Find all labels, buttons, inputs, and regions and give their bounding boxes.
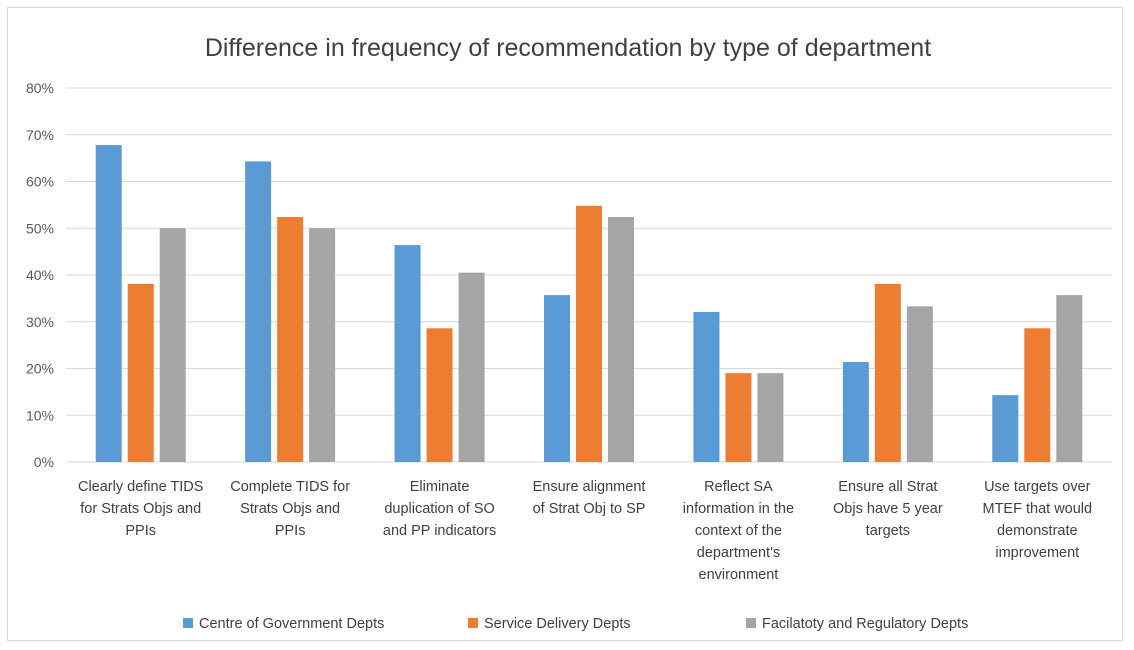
x-category-label-line: demonstrate xyxy=(997,523,1078,539)
y-axis-ticks: 0% 10% 20% 30% 40% 50% 60% 70% 80% xyxy=(26,80,54,470)
bar-3-5 xyxy=(757,373,784,462)
bar-1-2 xyxy=(245,161,272,462)
x-category-label-line: Ensure all Strat xyxy=(838,479,937,495)
bar-3-2 xyxy=(309,228,336,462)
y-tick-label: 20% xyxy=(26,361,54,377)
y-tick-label: 10% xyxy=(26,407,54,423)
x-category-label-line: Clearly define TIDS xyxy=(78,479,203,495)
x-category-label-line: information in the xyxy=(683,501,794,517)
x-category-label-line: PPIs xyxy=(275,523,306,539)
bar-1-1 xyxy=(95,145,122,462)
x-category-label-line: Ensure alignment xyxy=(533,479,646,495)
bar-1-4 xyxy=(544,295,570,462)
legend: Centre of Government Depts Service Delive… xyxy=(183,616,968,632)
bar-2-2 xyxy=(277,217,304,462)
y-tick-label: 50% xyxy=(26,220,54,236)
legend-label: Service Delivery Depts xyxy=(484,616,631,632)
legend-label: Facilatoty and Regulatory Depts xyxy=(762,616,968,632)
x-category-label-line: Reflect SA xyxy=(704,479,773,495)
bar-1-7 xyxy=(992,395,1019,462)
bar-2-1 xyxy=(127,283,154,462)
bar-3-4 xyxy=(608,217,634,462)
legend-swatch xyxy=(468,618,478,628)
x-category-label-line: improvement xyxy=(995,545,1079,561)
chart-title: Difference in frequency of recommendatio… xyxy=(205,34,931,62)
x-category-label-line: of Strat Obj to SP xyxy=(533,501,646,517)
x-category-label: Use targets over MTEF that would demonstra… xyxy=(982,479,1092,561)
x-category-label-line: context of the xyxy=(695,523,782,539)
x-category-label-line: MTEF that would xyxy=(982,501,1092,517)
legend-swatch xyxy=(746,618,756,628)
bar-chart: Difference in frequency of recommendatio… xyxy=(26,34,1112,632)
x-category-label-line: PPIs xyxy=(125,523,156,539)
legend-item: Facilatoty and Regulatory Depts xyxy=(746,616,968,632)
x-category-label-line: and PP indicators xyxy=(383,523,496,539)
y-tick-label: 30% xyxy=(26,314,54,330)
bar-2-5 xyxy=(725,373,752,462)
x-category-label-line: duplication of SO xyxy=(384,501,494,517)
bar-3-7 xyxy=(1056,295,1083,462)
y-tick-label: 80% xyxy=(26,80,54,96)
x-category-label-line: Complete TIDS for xyxy=(230,479,350,495)
x-category-label-line: Eliminate xyxy=(410,479,470,495)
y-tick-label: 0% xyxy=(34,454,54,470)
bar-1-5 xyxy=(693,311,720,462)
bar-2-4 xyxy=(576,205,602,462)
bar-3-6 xyxy=(906,306,933,462)
bar-2-3 xyxy=(426,328,453,462)
bar-3-3 xyxy=(458,272,485,462)
legend-swatch xyxy=(183,618,193,628)
y-tick-label: 70% xyxy=(26,127,54,143)
chart-frame: Difference in frequency of recommendatio… xyxy=(7,7,1123,641)
x-category-label: Reflect SA information in the context of t… xyxy=(683,479,794,583)
x-category-label-line: Strats Objs and xyxy=(240,501,340,517)
bar-2-6 xyxy=(874,283,901,462)
x-category-label-line: Use targets over xyxy=(984,479,1091,495)
x-category-label: Eliminate duplication of SO and PP indicat… xyxy=(383,479,496,539)
bar-1-3 xyxy=(394,245,421,462)
bar-2-7 xyxy=(1024,328,1051,462)
x-category-label: Complete TIDS for Strats Objs and PPIs xyxy=(230,479,350,539)
legend-label: Centre of Government Depts xyxy=(199,616,384,632)
x-category-label: Clearly define TIDS for Strats Objs and PP… xyxy=(78,479,203,539)
x-category-label-line: environment xyxy=(699,567,779,583)
x-category-label: Ensure all Strat Objs have 5 year targets xyxy=(833,479,943,539)
y-tick-label: 40% xyxy=(26,267,54,283)
legend-item: Centre of Government Depts xyxy=(183,616,384,632)
bar-1-6 xyxy=(842,361,869,462)
x-category-label-line: for Strats Objs and xyxy=(80,501,201,517)
x-category-label-line: department's xyxy=(697,545,780,561)
bars xyxy=(95,145,1083,462)
x-axis-category-labels: Clearly define TIDS for Strats Objs and PP… xyxy=(78,479,1092,583)
x-category-label: Ensure alignment of Strat Obj to SP xyxy=(533,479,646,517)
x-category-label-line: targets xyxy=(866,523,910,539)
bar-3-1 xyxy=(159,228,186,462)
y-tick-label: 60% xyxy=(26,174,54,190)
legend-item: Service Delivery Depts xyxy=(468,616,631,632)
x-category-label-line: Objs have 5 year xyxy=(833,501,943,517)
